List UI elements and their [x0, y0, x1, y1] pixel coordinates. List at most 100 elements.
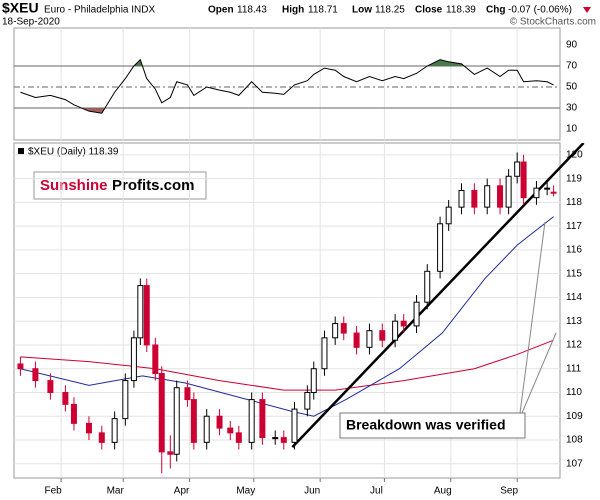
close-label: Close: [415, 5, 443, 16]
y-tick-label: 108: [566, 435, 583, 446]
candle-body: [190, 399, 197, 443]
rsi-tick-label: 90: [566, 40, 578, 51]
plot: Feb Mar Apr May Jun Jul Aug Sep 107 108 109 110 111 1…: [14, 28, 585, 497]
candle-body: [445, 206, 452, 225]
x-tick-label: Apr: [174, 486, 190, 497]
y-tick-label: 107: [566, 458, 583, 469]
watermark-black: Profits.com: [112, 177, 195, 194]
candle-body: [544, 187, 551, 190]
candle-body: [85, 422, 92, 434]
y-tick-label: 111: [566, 363, 582, 374]
x-tick-label: Jul: [370, 486, 383, 497]
x-tick-label: Feb: [44, 486, 62, 497]
date: 18-Sep-2020: [2, 17, 60, 28]
candle-body: [533, 187, 540, 199]
candle-body: [227, 427, 234, 434]
candle-body: [484, 185, 491, 208]
candle-body: [310, 368, 317, 393]
rsi-tick-label: 50: [566, 82, 578, 93]
candle-body: [152, 344, 159, 374]
moving-average: [20, 216, 554, 417]
rsi-panel: [13, 27, 561, 141]
annotation: Breakdown was verified: [346, 417, 506, 433]
x-tick-label: May: [236, 486, 255, 497]
x-tick-label: Aug: [434, 486, 452, 497]
copyright: © StockCharts.com: [510, 17, 596, 28]
x-tick-label: Sep: [500, 486, 518, 497]
candle-body: [272, 437, 279, 440]
candle-body: [203, 415, 210, 443]
candle-body: [47, 380, 54, 393]
low-label: Low: [352, 5, 372, 16]
candle-body: [550, 191, 557, 194]
candle-body: [130, 337, 137, 382]
candle-body: [332, 323, 339, 339]
y-tick-label: 119: [566, 173, 582, 184]
candle-body: [353, 332, 360, 348]
callout-line: [519, 221, 546, 414]
y-tick-label: 120: [566, 150, 583, 161]
annotation-box: [339, 412, 526, 439]
candle-body: [248, 399, 255, 443]
candle-body: [413, 301, 420, 327]
candle-body: [505, 175, 512, 208]
candle-body: [458, 190, 465, 208]
candle-body: [143, 285, 150, 346]
candle-body: [437, 223, 444, 272]
open-value: 118.43: [237, 5, 267, 16]
candle-body: [184, 387, 191, 401]
y-tick-label: 115: [566, 268, 582, 279]
callout-line: [521, 332, 557, 414]
y-tick-label: 113: [566, 316, 582, 327]
candle-body: [291, 408, 298, 443]
x-tick-label: Mar: [107, 486, 125, 497]
high-label: High: [282, 5, 304, 16]
rsi-overbought-fill: [20, 59, 554, 66]
y-tick-label: 112: [566, 340, 582, 351]
candle-body: [235, 432, 242, 443]
candle-body: [122, 380, 129, 420]
candle-body: [400, 320, 407, 327]
candle-body: [497, 185, 504, 208]
price-panel: [13, 142, 561, 479]
candle-body: [514, 161, 521, 177]
candle-body: [321, 337, 328, 370]
candle-body: [173, 387, 180, 455]
y-tick-label: 114: [566, 292, 582, 303]
candle-body: [392, 320, 399, 341]
y-tick-label: 109: [566, 411, 583, 422]
high-value: 118.71: [308, 5, 338, 16]
low-value: 118.25: [375, 5, 405, 16]
candle-body: [471, 190, 478, 208]
watermark-red: Sunshine: [40, 177, 108, 194]
candle-body: [17, 363, 24, 370]
legend: $XEU (Daily) 118.39: [28, 147, 119, 158]
candle-body: [259, 399, 266, 439]
y-tick-label: 110: [566, 387, 582, 398]
candle-body: [70, 403, 77, 424]
candle-body: [520, 161, 527, 199]
candle-body: [280, 437, 287, 443]
candle-body: [366, 330, 373, 348]
down-arrow: [583, 7, 591, 13]
y-tick-label: 117: [566, 221, 582, 232]
y-tick-label: 116: [566, 245, 582, 256]
candle-body: [340, 323, 347, 334]
candle-body: [379, 330, 386, 341]
legend-swatch: [18, 148, 24, 154]
chg-value: -0.07 (-0.06%): [508, 5, 572, 16]
candle-body: [111, 418, 118, 443]
candle-body: [216, 415, 223, 429]
candle-body: [158, 372, 165, 453]
candle-body: [167, 451, 174, 455]
candle-body: [98, 432, 105, 443]
candle-body: [137, 285, 144, 339]
candle-body: [424, 270, 431, 303]
instrument-name: Euro - Philadelphia INDX: [44, 5, 155, 16]
open-label: Open: [208, 5, 234, 16]
symbol: $XEU: [2, 0, 39, 16]
chg-label: Chg: [486, 5, 505, 16]
y-tick-label: 118: [566, 197, 582, 208]
rsi-tick-label: 30: [566, 103, 578, 114]
